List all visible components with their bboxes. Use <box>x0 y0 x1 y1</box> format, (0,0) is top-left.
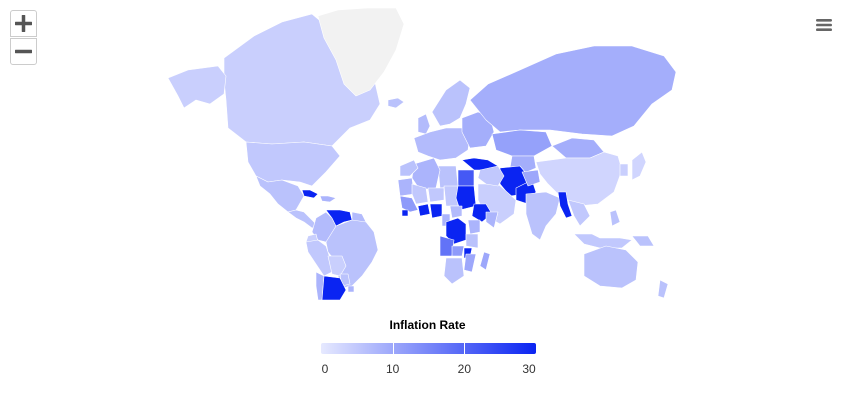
country-southeast-asia[interactable] <box>567 199 591 227</box>
country-ghana[interactable] <box>417 203 431 217</box>
country-venezuela[interactable] <box>325 209 353 227</box>
country-greenland[interactable] <box>317 7 405 97</box>
country-zambia[interactable] <box>451 245 465 257</box>
country-libya[interactable] <box>437 165 459 189</box>
country-kenya[interactable] <box>467 219 481 235</box>
minus-icon <box>15 49 32 54</box>
country-mozambique[interactable] <box>463 253 477 273</box>
country-chad[interactable] <box>443 185 459 207</box>
country-australia[interactable] <box>583 245 639 289</box>
chart-menu-button[interactable] <box>813 14 835 36</box>
plus-icon <box>15 15 32 32</box>
legend-tick-label: 10 <box>385 362 400 376</box>
legend-tick-label: 20 <box>457 362 471 376</box>
country-uruguay[interactable] <box>347 285 355 293</box>
country-indonesia[interactable] <box>573 233 633 249</box>
country-korea[interactable] <box>619 163 629 177</box>
country-myanmar[interactable] <box>557 191 573 219</box>
country-niger[interactable] <box>427 187 445 203</box>
country-europe[interactable] <box>413 127 471 161</box>
legend-color-scale <box>321 343 536 354</box>
country-somalia[interactable] <box>485 211 499 229</box>
country-scandinavia[interactable] <box>431 79 471 127</box>
country-russia[interactable] <box>469 45 677 137</box>
legend-divider <box>464 343 465 354</box>
hamburger-menu-icon <box>816 19 832 31</box>
country-west-africa[interactable] <box>399 195 419 213</box>
legend-title: Inflation Rate <box>389 318 466 332</box>
country-philippines[interactable] <box>609 209 621 227</box>
country-chile[interactable] <box>315 271 325 301</box>
zoom-in-button[interactable] <box>10 10 37 37</box>
country-mongolia[interactable] <box>551 137 605 159</box>
country-japan[interactable] <box>631 151 647 181</box>
country-central-african-republic[interactable] <box>449 205 463 219</box>
country-papua-new-guinea[interactable] <box>631 235 655 247</box>
country-new-zealand[interactable] <box>657 279 669 299</box>
country-bolivia[interactable] <box>327 255 347 277</box>
country-central-america[interactable] <box>287 209 319 229</box>
country-kazakhstan[interactable] <box>491 129 553 157</box>
country-iceland[interactable] <box>387 97 405 109</box>
country-caribbean[interactable] <box>319 195 337 203</box>
country-india[interactable] <box>525 191 561 241</box>
legend-tick-label: 30 <box>522 362 536 376</box>
country-argentina[interactable] <box>321 275 347 301</box>
country-southern-africa[interactable] <box>443 257 465 285</box>
zoom-out-button[interactable] <box>10 38 37 65</box>
country-united-kingdom[interactable] <box>417 113 431 135</box>
country-alaska[interactable] <box>167 65 227 109</box>
legend-divider <box>393 343 394 354</box>
country-egypt[interactable] <box>457 169 475 187</box>
country-madagascar[interactable] <box>479 251 491 271</box>
country-morocco[interactable] <box>399 159 419 177</box>
country-china[interactable] <box>535 151 623 207</box>
country-tanzania[interactable] <box>465 233 479 249</box>
country-cuba[interactable] <box>301 189 319 199</box>
country-afghanistan[interactable] <box>521 169 541 187</box>
legend-tick-label: 0 <box>321 362 329 376</box>
country-iraq-and-syria[interactable] <box>477 165 505 187</box>
country-sudan[interactable] <box>455 185 477 211</box>
country-sierra-leone[interactable] <box>401 209 409 217</box>
country-mali[interactable] <box>411 183 429 205</box>
country-nigeria[interactable] <box>429 203 443 219</box>
country-mauritania[interactable] <box>397 177 415 197</box>
